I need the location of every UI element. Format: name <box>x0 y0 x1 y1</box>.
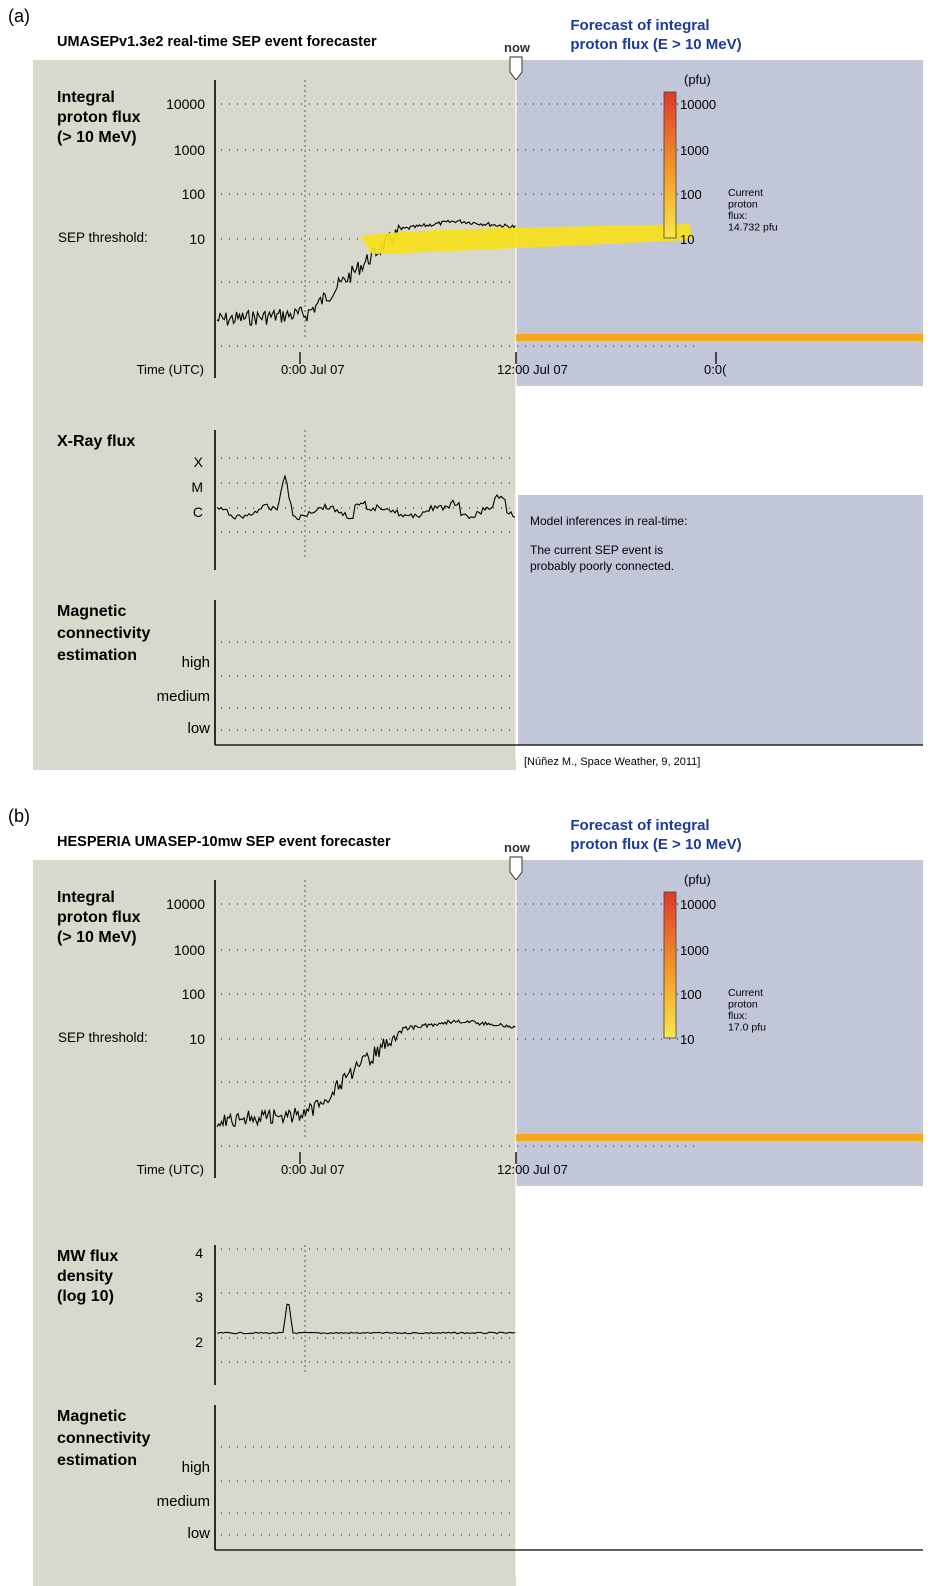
proton-tick-1000: 1000 <box>174 942 205 958</box>
scale-tick-10: 10 <box>680 1032 694 1047</box>
second-flux-trace <box>216 1303 516 1335</box>
panel-title: UMASEPv1.3e2 real-time SEP event forecas… <box>57 34 377 50</box>
magnetic-label-line1: connectivity <box>57 625 150 642</box>
forecast-title-line2: proton flux (E > 10 MeV) <box>570 36 741 53</box>
forecast-orange-bar <box>516 334 923 341</box>
second-label-line1: density <box>57 1268 113 1285</box>
magnetic-label-line0: Magnetic <box>57 1408 126 1425</box>
now-label: now <box>504 840 531 855</box>
current-flux-line-3: 14.732 pfu <box>728 222 778 234</box>
second-tick-4: 4 <box>195 1245 203 1261</box>
sep-threshold-label: SEP threshold: <box>58 230 148 245</box>
second-tick-2: 2 <box>195 1334 203 1350</box>
scale-tick-10: 10 <box>680 232 694 247</box>
time-tick-label-0: 0:00 Jul 07 <box>281 362 345 377</box>
magnetic-tick-low: low <box>187 720 210 737</box>
magnetic-label-line0: Magnetic <box>57 603 126 620</box>
current-flux-line-0: Current <box>728 987 763 999</box>
second-tick-M: M <box>191 479 203 495</box>
forecast-band <box>360 224 692 254</box>
proton-flux-trace <box>216 1019 516 1128</box>
proton-label-line3: (> 10 MeV) <box>57 929 137 946</box>
second-tick-X: X <box>194 454 204 470</box>
time-tick-label-1: 12:00 Jul 07 <box>497 362 568 377</box>
magnetic-tick-high: high <box>182 1459 210 1476</box>
inference-heading: Model inferences in real-time: <box>530 514 687 528</box>
forecast-title-line1: Forecast of integral <box>570 817 709 834</box>
current-flux-line-3: 17.0 pfu <box>728 1022 766 1034</box>
now-marker-icon <box>509 56 523 81</box>
forecast-title-line2: proton flux (E > 10 MeV) <box>570 836 741 853</box>
sep-threshold-label: SEP threshold: <box>58 1030 148 1045</box>
second-label-line0: MW flux <box>57 1248 118 1265</box>
panel-title: HESPERIA UMASEP-10mw SEP event forecaste… <box>57 834 391 850</box>
pfu-unit-label: (pfu) <box>684 872 711 887</box>
scale-tick-10000: 10000 <box>680 897 716 912</box>
pfu-color-scale <box>663 891 677 1039</box>
proton-label-line1: Integral <box>57 89 115 106</box>
proton-tick-10: 10 <box>189 231 205 247</box>
proton-tick-10000: 10000 <box>166 96 205 112</box>
proton-label-line2: proton flux <box>57 109 141 126</box>
magnetic-tick-low: low <box>187 1525 210 1542</box>
proton-flux-trace <box>216 219 516 326</box>
pfu-unit-label: (pfu) <box>684 72 711 87</box>
scale-tick-10000: 10000 <box>680 97 716 112</box>
scale-tick-100: 100 <box>680 187 702 202</box>
time-tick-label-2: 0:0( <box>704 362 727 377</box>
proton-label-line1: Integral <box>57 889 115 906</box>
time-tick-label-0: 0:00 Jul 07 <box>281 1162 345 1177</box>
proton-tick-1000: 1000 <box>174 142 205 158</box>
proton-label-line3: (> 10 MeV) <box>57 129 137 146</box>
proton-tick-100: 100 <box>182 986 206 1002</box>
proton-tick-10: 10 <box>189 1031 205 1047</box>
magnetic-label-line2: estimation <box>57 647 137 664</box>
second-flux-trace <box>216 474 516 521</box>
scale-tick-1000: 1000 <box>680 943 709 958</box>
time-axis-label: Time (UTC) <box>137 362 204 377</box>
now-marker-icon <box>509 856 523 881</box>
magnetic-tick-medium: medium <box>157 688 210 705</box>
second-label-line0: X-Ray flux <box>57 433 135 450</box>
current-flux-line-1: proton <box>728 999 758 1011</box>
inference-text-line0: The current SEP event is <box>530 543 663 557</box>
panel-tag: (a) <box>8 6 30 26</box>
inference-box-bg <box>518 495 923 745</box>
now-label: now <box>504 40 531 55</box>
time-tick-label-1: 12:00 Jul 07 <box>497 1162 568 1177</box>
current-flux-line-0: Current <box>728 187 763 199</box>
proton-tick-100: 100 <box>182 186 206 202</box>
proton-tick-10000: 10000 <box>166 896 205 912</box>
current-flux-line-2: flux: <box>728 210 747 222</box>
time-axis-label: Time (UTC) <box>137 1162 204 1177</box>
forecast-title-line1: Forecast of integral <box>570 17 709 34</box>
forecast-panel-bg <box>516 860 923 1186</box>
scale-tick-100: 100 <box>680 987 702 1002</box>
magnetic-tick-medium: medium <box>157 1493 210 1510</box>
current-flux-line-1: proton <box>728 199 758 211</box>
panel-tag: (b) <box>8 806 30 826</box>
pfu-color-scale <box>663 91 677 239</box>
monitor-panel-bg <box>33 60 516 770</box>
scale-tick-1000: 1000 <box>680 143 709 158</box>
citation: [Núñez M., Space Weather, 9, 2011] <box>524 756 700 768</box>
magnetic-tick-high: high <box>182 654 210 671</box>
magnetic-label-line2: estimation <box>57 1452 137 1469</box>
monitor-panel-bg <box>33 860 516 1586</box>
current-flux-line-2: flux: <box>728 1010 747 1022</box>
inference-text-line1: probably poorly connected. <box>530 559 674 573</box>
second-label-line2: (log 10) <box>57 1288 114 1305</box>
second-tick-3: 3 <box>195 1289 203 1305</box>
magnetic-label-line1: connectivity <box>57 1430 150 1447</box>
second-tick-C: C <box>193 504 203 520</box>
forecast-panel-bg <box>516 60 923 386</box>
forecast-orange-bar <box>516 1134 923 1141</box>
proton-label-line2: proton flux <box>57 909 141 926</box>
